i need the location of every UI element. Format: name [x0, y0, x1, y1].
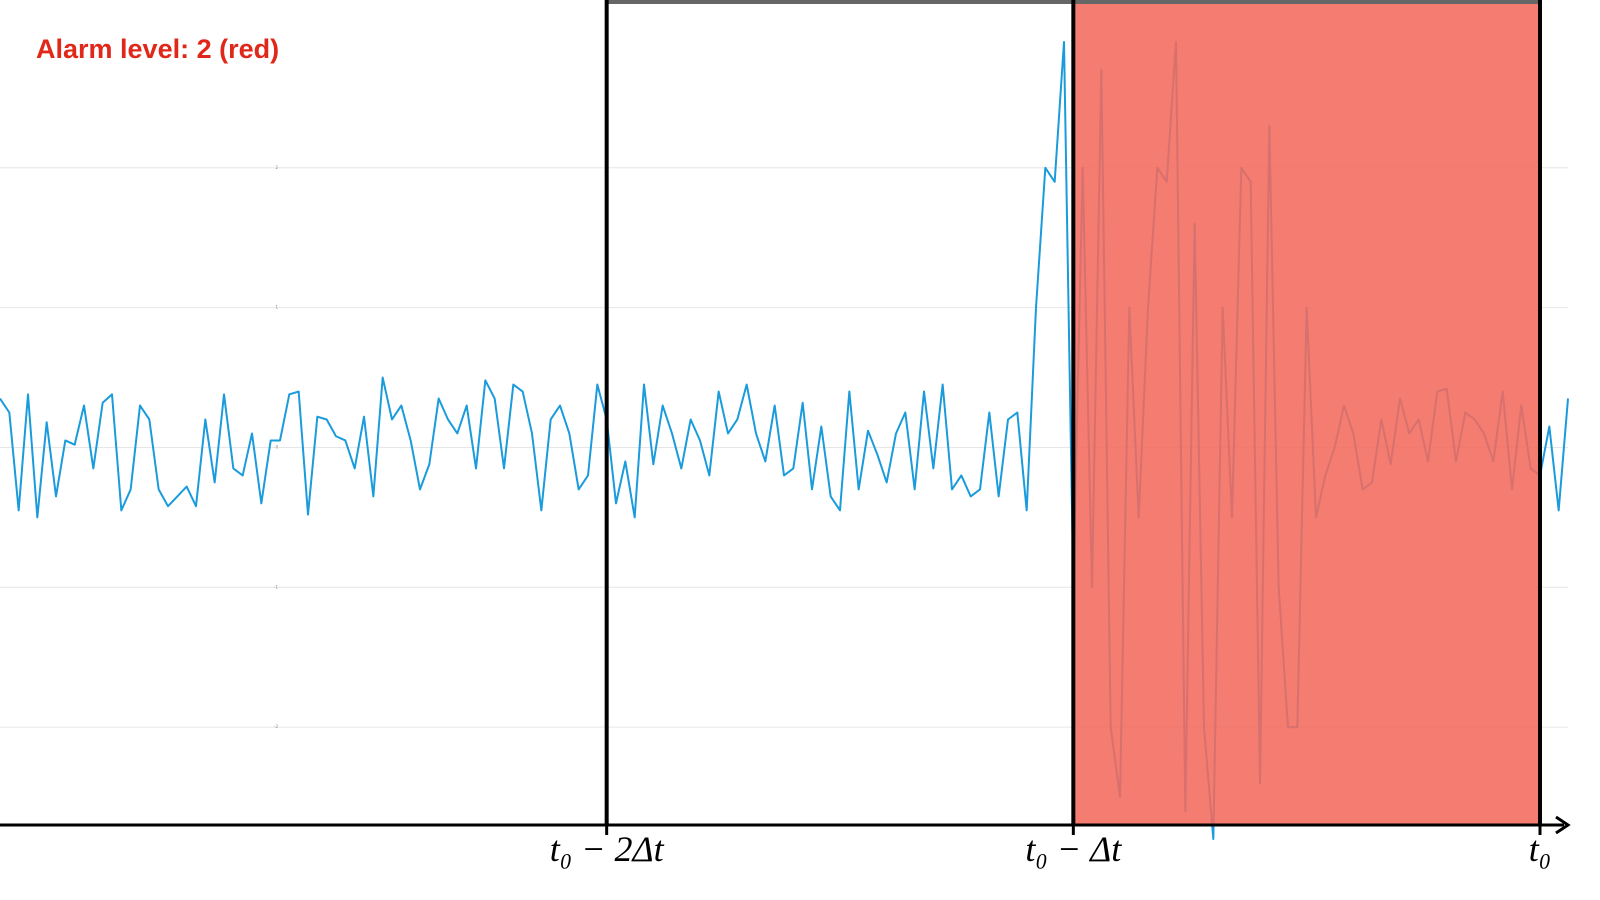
- alarm-label: Alarm level: 2 (red): [36, 34, 279, 64]
- alarm-window: [1073, 4, 1540, 825]
- y-tick-label: 0: [275, 444, 278, 449]
- y-tick-label: -1: [274, 584, 278, 589]
- y-tick-label: 2: [275, 165, 278, 170]
- x-tick-label: t₀ − Δt: [1025, 829, 1122, 869]
- x-axis-arrow: [1555, 815, 1571, 835]
- y-tick-label: -2: [274, 724, 278, 729]
- x-tick-label: t₀ − 2Δt: [550, 829, 665, 869]
- x-tick-label: t₀: [1529, 829, 1552, 869]
- y-tick-label: 1: [275, 305, 278, 310]
